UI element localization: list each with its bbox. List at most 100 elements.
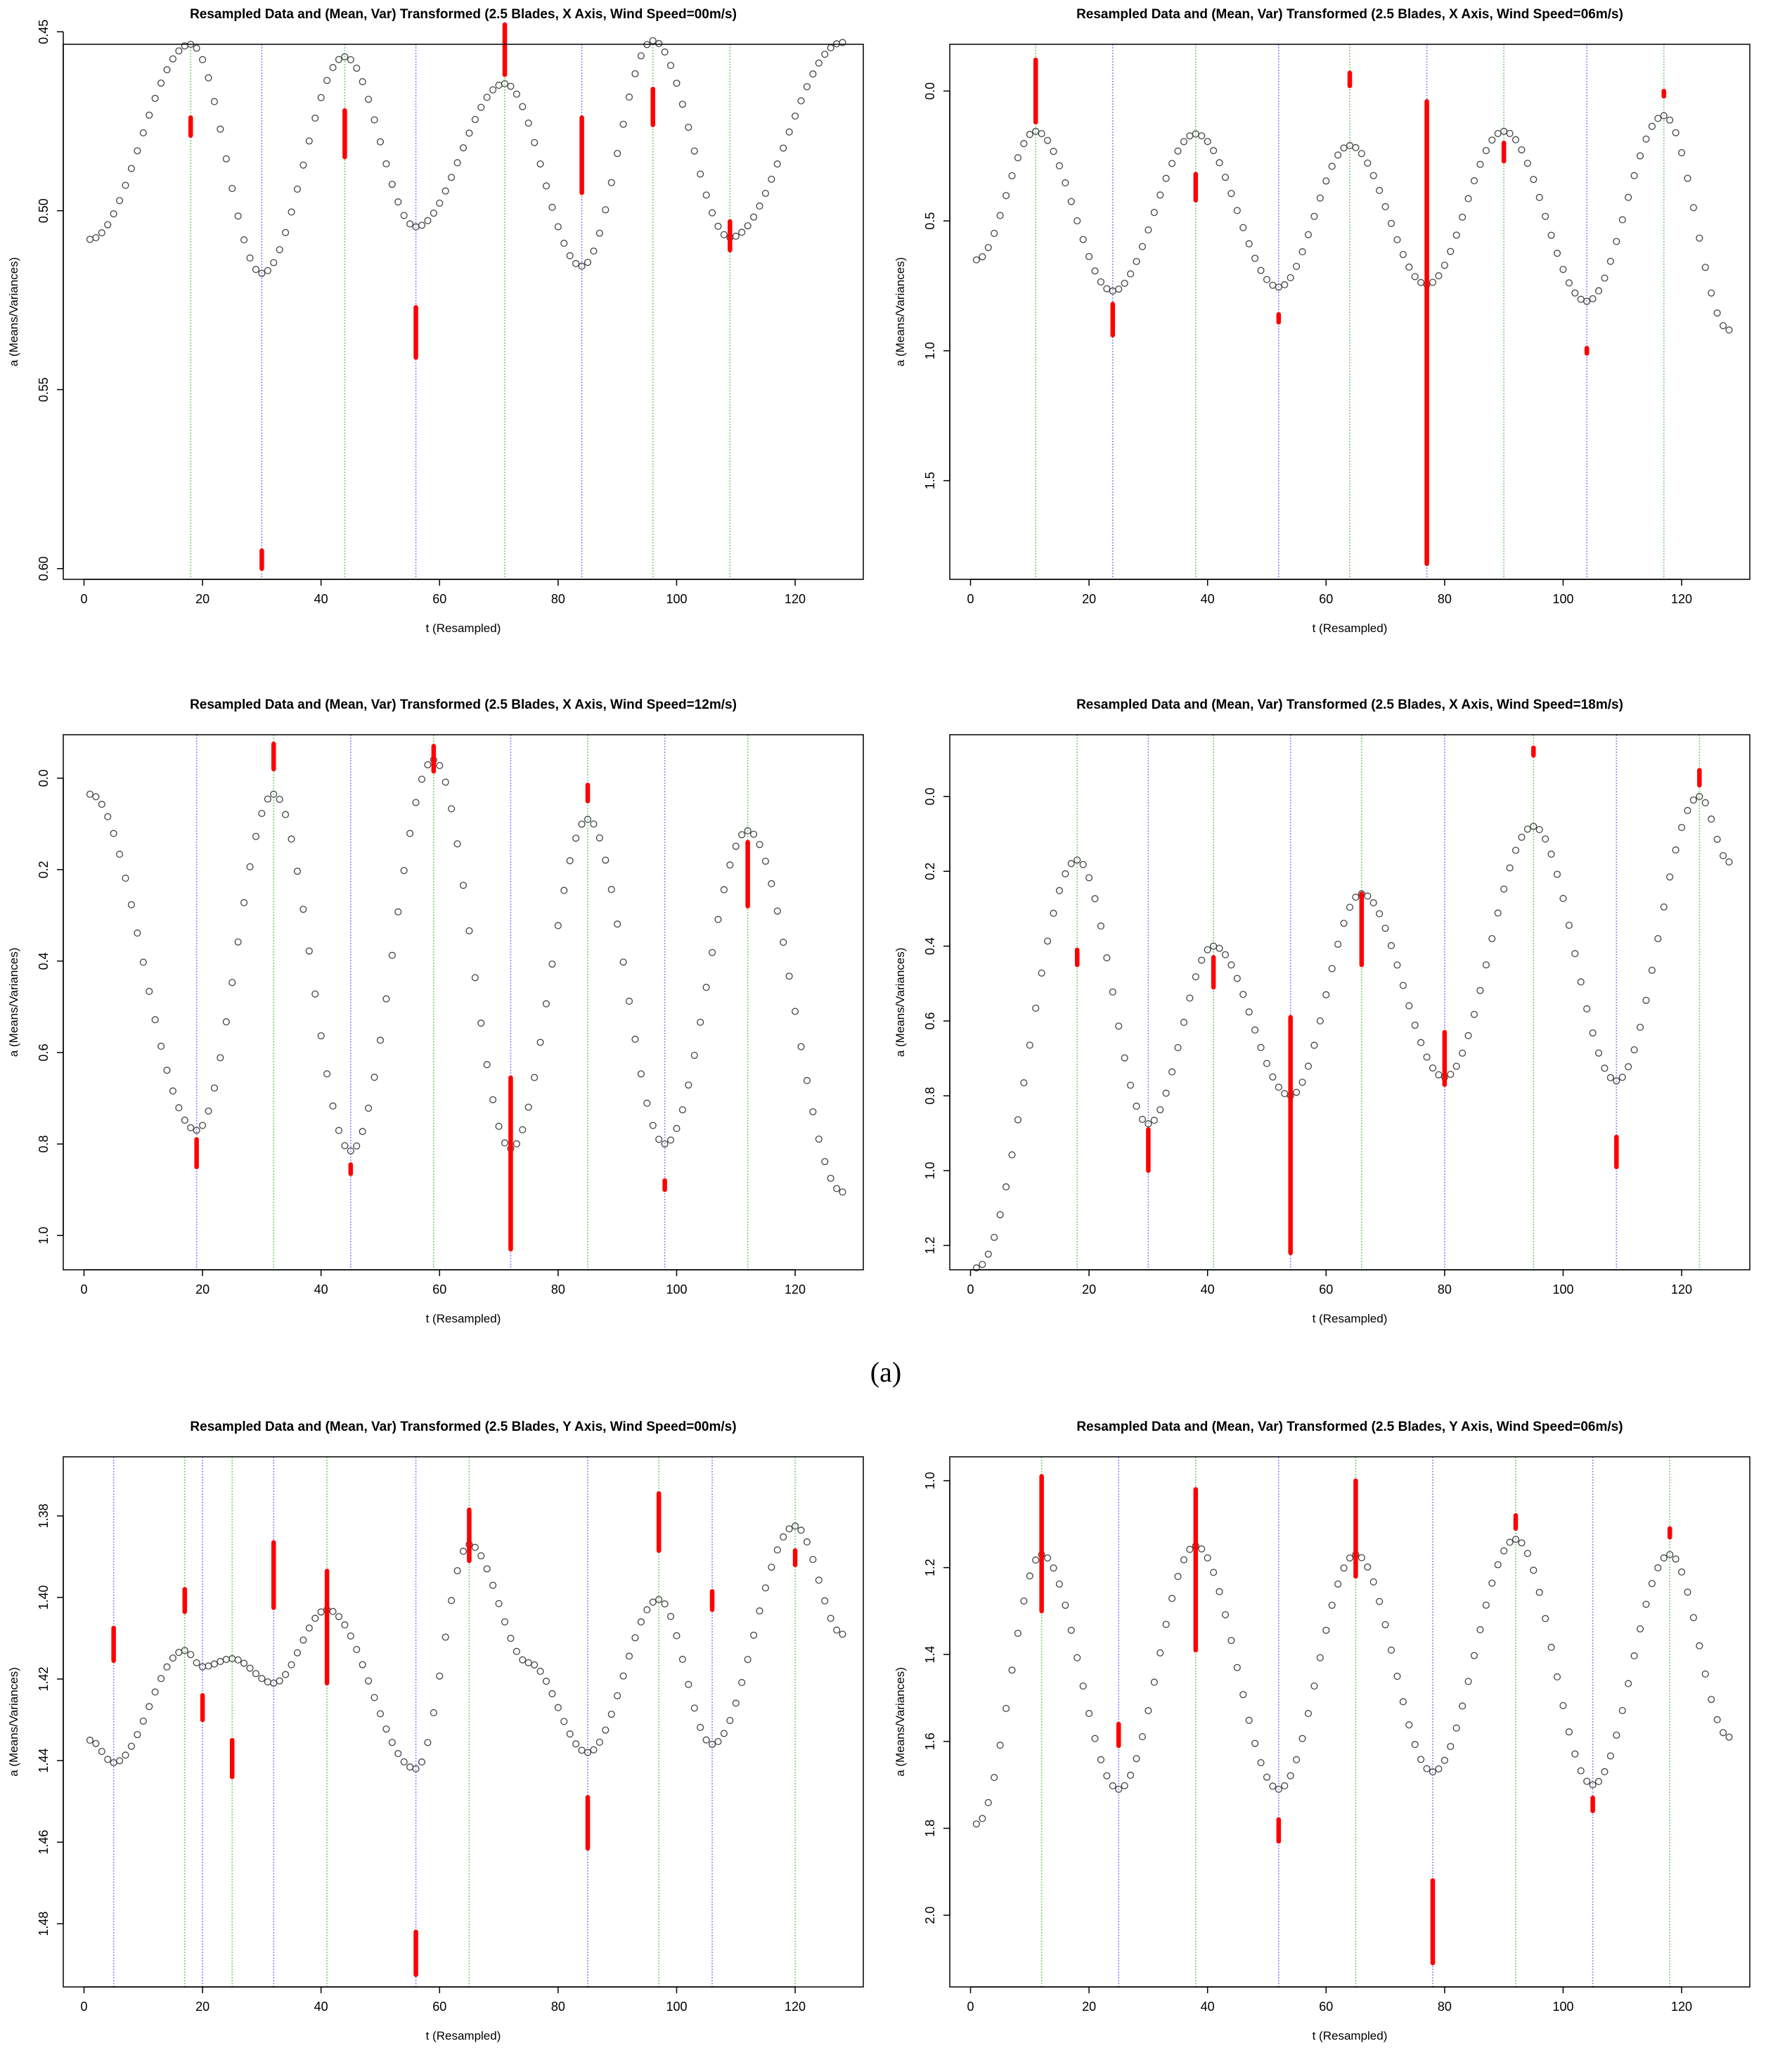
data-point — [1233, 974, 1241, 982]
data-point — [1696, 234, 1703, 242]
data-point — [365, 96, 373, 103]
data-point — [489, 86, 497, 94]
data-point — [984, 1798, 992, 1806]
data-point — [1601, 1768, 1608, 1775]
data-point — [104, 221, 112, 229]
data-point — [477, 103, 485, 111]
data-point — [815, 59, 823, 67]
data-point — [1405, 1721, 1413, 1729]
chart-title: Resampled Data and (Mean, Var) Transform… — [1076, 7, 1623, 22]
data-point — [578, 1746, 586, 1754]
data-point — [1399, 250, 1407, 259]
data-point — [809, 1555, 817, 1564]
data-point — [827, 44, 834, 52]
data-point — [572, 259, 580, 267]
data-point — [210, 98, 219, 105]
data-point — [376, 1710, 385, 1718]
data-point — [264, 795, 271, 803]
data-point — [1399, 1698, 1407, 1706]
x-tick-label: 100 — [666, 592, 687, 606]
data-point — [151, 1688, 159, 1696]
data-point — [1387, 1646, 1395, 1654]
data-point — [566, 1730, 574, 1738]
data-point — [678, 1656, 686, 1664]
data-point — [477, 1019, 485, 1027]
data-point — [1625, 1063, 1632, 1071]
data-point — [1387, 219, 1395, 227]
data-point — [122, 875, 129, 882]
data-point — [1660, 112, 1668, 120]
data-point — [979, 1261, 986, 1268]
data-point — [531, 1074, 539, 1081]
data-point — [1287, 274, 1294, 281]
data-point — [489, 1581, 497, 1589]
data-point — [1376, 1597, 1384, 1605]
data-point — [738, 831, 746, 839]
data-point — [1511, 1536, 1520, 1543]
data-point — [1500, 1547, 1508, 1555]
data-point — [661, 1600, 669, 1608]
data-point — [1648, 1580, 1656, 1588]
data-point — [1387, 941, 1395, 950]
data-point — [288, 835, 295, 843]
data-point — [1452, 231, 1460, 239]
y-tick-label: 0.0 — [923, 82, 937, 100]
data-point — [1440, 1756, 1448, 1764]
data-point — [797, 1043, 805, 1050]
data-point — [1008, 172, 1016, 179]
data-point — [453, 1566, 461, 1575]
data-point — [424, 761, 432, 768]
data-point — [1251, 1026, 1259, 1034]
data-point — [86, 790, 94, 798]
data-point — [240, 236, 248, 244]
data-point — [792, 112, 799, 120]
data-point — [655, 1135, 663, 1143]
data-point — [1488, 1579, 1496, 1587]
data-point — [98, 229, 105, 237]
data-point — [1672, 129, 1679, 136]
data-point — [441, 187, 449, 195]
data-point — [199, 1121, 207, 1129]
data-point — [1376, 910, 1384, 918]
data-point — [86, 1737, 94, 1744]
data-point — [690, 1051, 698, 1060]
data-point — [1079, 861, 1087, 868]
data-point — [495, 1600, 503, 1607]
data-point — [1476, 986, 1484, 994]
data-point — [1559, 1701, 1567, 1709]
data-point — [1133, 257, 1140, 265]
x-axis-label: t (Resampled) — [1313, 622, 1388, 635]
x-tick-label: 120 — [1671, 592, 1692, 606]
data-point — [193, 44, 200, 52]
data-point — [122, 181, 129, 189]
data-point — [288, 208, 295, 216]
data-point — [1062, 179, 1069, 187]
data-point — [1287, 1772, 1294, 1780]
data-point — [972, 1820, 980, 1828]
data-point — [1145, 1707, 1152, 1715]
chart-title: Resampled Data and (Mean, Var) Transform… — [190, 697, 737, 712]
data-point — [1221, 1611, 1230, 1619]
data-point — [1482, 147, 1490, 155]
data-point — [1606, 257, 1614, 265]
data-point — [388, 181, 396, 188]
data-point — [1038, 130, 1045, 138]
data-point — [761, 1584, 769, 1592]
data-point — [1103, 1772, 1111, 1780]
data-point — [335, 56, 343, 63]
data-point — [1180, 138, 1188, 146]
data-point — [1050, 148, 1057, 155]
data-point — [1109, 988, 1116, 996]
x-tick-label: 80 — [1438, 592, 1452, 606]
data-point — [702, 191, 710, 199]
data-point — [92, 793, 100, 801]
data-point — [246, 254, 254, 262]
data-point — [1281, 1782, 1289, 1789]
y-tick-label: 1.8 — [923, 1820, 937, 1837]
data-point — [205, 1107, 212, 1115]
y-axis-label: a (Means/Variances) — [7, 948, 20, 1057]
y-tick-label: 1.2 — [923, 1559, 937, 1576]
data-point — [400, 867, 408, 875]
x-tick-label: 120 — [1671, 2000, 1692, 2014]
data-point — [110, 1758, 117, 1767]
